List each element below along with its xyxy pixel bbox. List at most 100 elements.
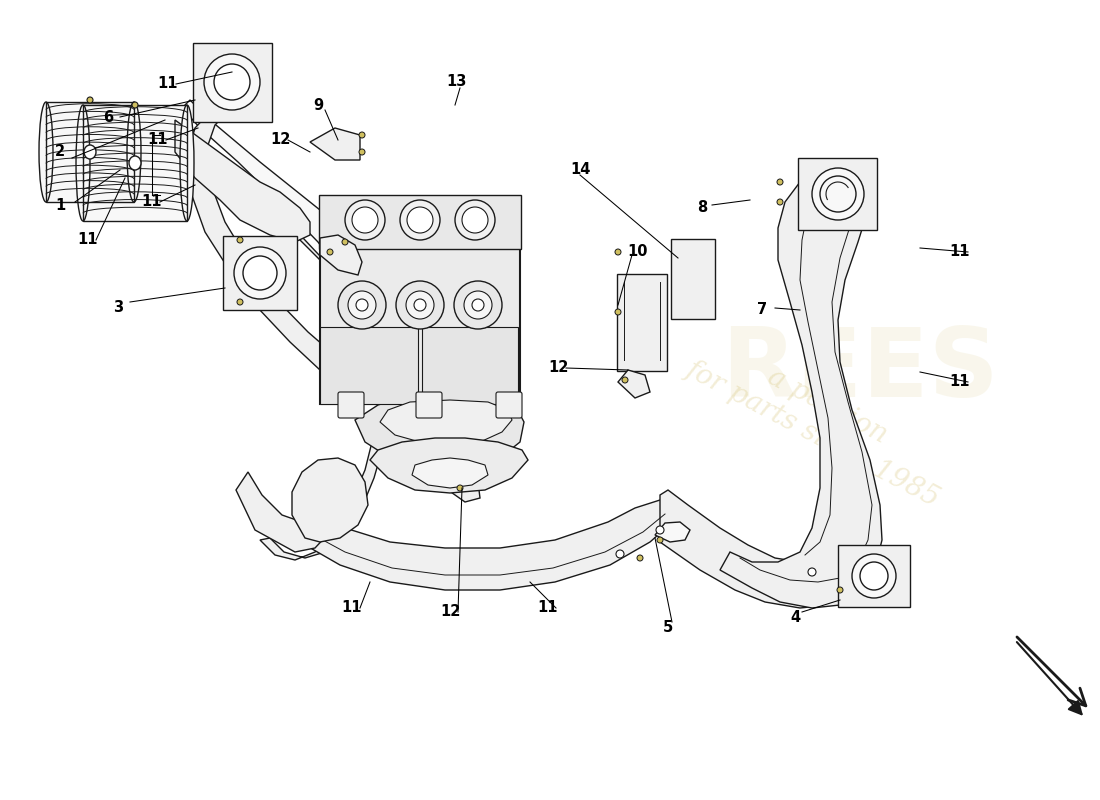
Polygon shape	[379, 400, 512, 444]
Polygon shape	[236, 472, 330, 552]
FancyBboxPatch shape	[223, 236, 297, 310]
FancyBboxPatch shape	[192, 43, 272, 122]
Circle shape	[621, 377, 628, 383]
Circle shape	[204, 54, 260, 110]
Circle shape	[400, 200, 440, 240]
Text: 12: 12	[440, 605, 460, 619]
Circle shape	[345, 200, 385, 240]
Ellipse shape	[76, 105, 90, 221]
Polygon shape	[412, 458, 488, 488]
Text: 11: 11	[147, 133, 168, 147]
Text: 11: 11	[949, 245, 970, 259]
Circle shape	[356, 299, 369, 311]
Text: 2: 2	[55, 145, 65, 159]
Text: 1: 1	[55, 198, 65, 213]
FancyBboxPatch shape	[798, 158, 877, 230]
Circle shape	[456, 485, 463, 491]
Text: 12: 12	[548, 361, 569, 375]
Polygon shape	[355, 392, 524, 465]
Circle shape	[234, 247, 286, 299]
Text: 9: 9	[312, 98, 323, 113]
Circle shape	[342, 239, 348, 245]
FancyBboxPatch shape	[416, 392, 442, 418]
Circle shape	[777, 199, 783, 205]
Text: 13: 13	[446, 74, 466, 90]
Circle shape	[812, 168, 864, 220]
Text: 10: 10	[628, 245, 648, 259]
Polygon shape	[188, 102, 360, 385]
Circle shape	[236, 299, 243, 305]
Circle shape	[243, 256, 277, 290]
Text: 7: 7	[757, 302, 767, 318]
Circle shape	[396, 281, 444, 329]
Text: 11: 11	[157, 77, 178, 91]
Circle shape	[352, 207, 378, 233]
Circle shape	[359, 132, 365, 138]
FancyBboxPatch shape	[319, 195, 521, 249]
Circle shape	[455, 200, 495, 240]
Circle shape	[657, 537, 663, 543]
Text: 14: 14	[570, 162, 591, 178]
Text: REES: REES	[722, 323, 999, 417]
Ellipse shape	[84, 145, 96, 159]
Circle shape	[462, 207, 488, 233]
Polygon shape	[175, 120, 310, 242]
Polygon shape	[82, 105, 187, 221]
Circle shape	[338, 281, 386, 329]
Text: 6: 6	[103, 110, 113, 125]
Circle shape	[236, 237, 243, 243]
Circle shape	[348, 291, 376, 319]
Polygon shape	[310, 128, 360, 160]
Circle shape	[656, 526, 664, 534]
Polygon shape	[448, 478, 480, 502]
Polygon shape	[292, 458, 368, 542]
Polygon shape	[46, 102, 134, 202]
Polygon shape	[295, 498, 675, 590]
Circle shape	[616, 550, 624, 558]
Text: 4: 4	[790, 610, 800, 626]
FancyBboxPatch shape	[671, 239, 715, 319]
FancyBboxPatch shape	[838, 545, 910, 607]
Circle shape	[820, 176, 856, 212]
Polygon shape	[320, 235, 362, 275]
Text: 11: 11	[949, 374, 970, 390]
Bar	[422, 327, 518, 404]
Text: 8: 8	[697, 201, 707, 215]
Polygon shape	[720, 170, 882, 608]
Circle shape	[327, 249, 333, 255]
Ellipse shape	[180, 105, 194, 221]
Circle shape	[852, 554, 896, 598]
Text: 12: 12	[270, 133, 290, 147]
FancyBboxPatch shape	[320, 246, 520, 404]
Bar	[320, 327, 418, 404]
FancyBboxPatch shape	[338, 392, 364, 418]
Text: 11: 11	[142, 194, 163, 210]
Polygon shape	[175, 120, 396, 560]
Circle shape	[637, 555, 644, 561]
Text: 5: 5	[663, 621, 673, 635]
Circle shape	[615, 309, 622, 315]
Ellipse shape	[39, 102, 53, 202]
FancyBboxPatch shape	[617, 274, 667, 371]
Circle shape	[214, 64, 250, 100]
Circle shape	[860, 562, 888, 590]
Circle shape	[454, 281, 502, 329]
Polygon shape	[660, 490, 860, 608]
Circle shape	[837, 587, 843, 593]
Polygon shape	[618, 370, 650, 398]
Circle shape	[464, 291, 492, 319]
Circle shape	[777, 179, 783, 185]
Circle shape	[414, 299, 426, 311]
Ellipse shape	[129, 156, 141, 170]
Text: 11: 11	[538, 601, 558, 615]
Circle shape	[407, 207, 433, 233]
Text: 3: 3	[113, 301, 123, 315]
Circle shape	[808, 568, 816, 576]
Circle shape	[406, 291, 434, 319]
Polygon shape	[654, 522, 690, 542]
Text: a passion
for parts since 1985: a passion for parts since 1985	[681, 328, 959, 512]
Circle shape	[132, 102, 138, 108]
Text: 11: 11	[78, 233, 98, 247]
Circle shape	[615, 249, 622, 255]
Ellipse shape	[126, 102, 141, 202]
